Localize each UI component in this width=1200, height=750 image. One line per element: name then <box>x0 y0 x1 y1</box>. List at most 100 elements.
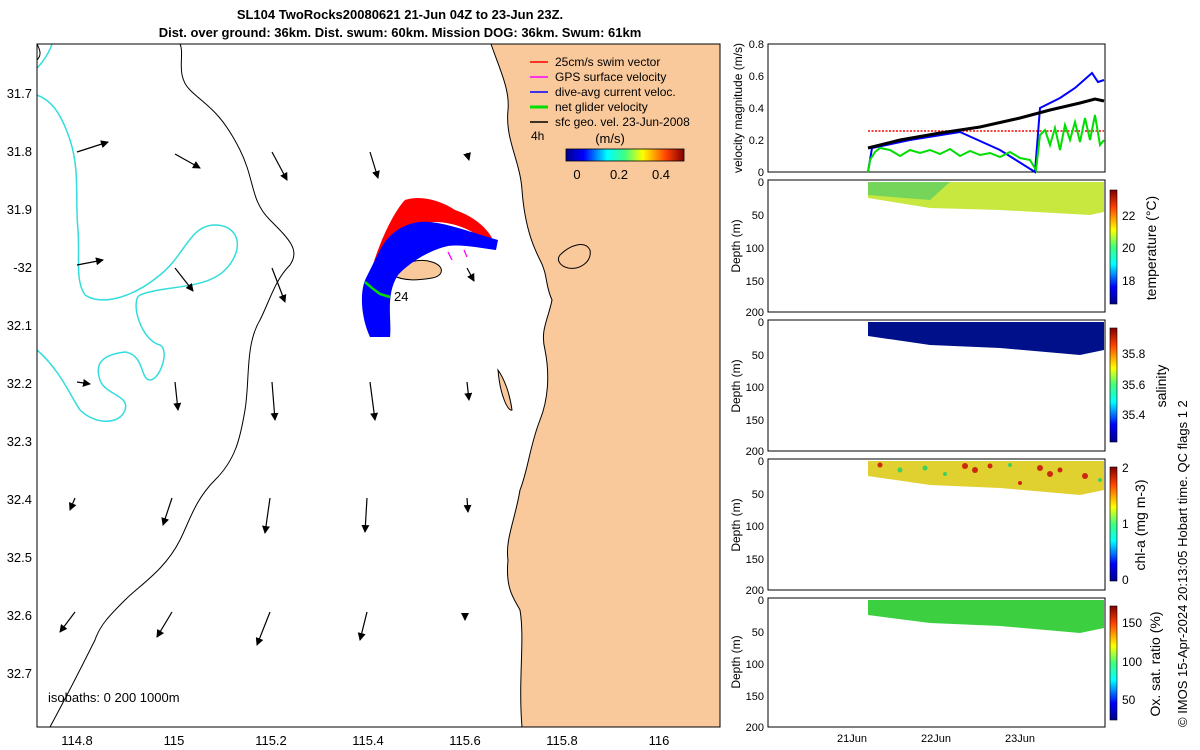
svg-text:20: 20 <box>1122 241 1136 255</box>
plot-title: SL104 TwoRocks20080621 21-Jun 04Z to 23-… <box>236 7 564 22</box>
lat-tick: 31.9 <box>7 202 32 217</box>
svg-text:100: 100 <box>746 659 764 671</box>
legend-net-glider: net glider velocity <box>530 100 648 114</box>
svg-text:35.6: 35.6 <box>1122 378 1146 392</box>
net-glider-speed-line <box>867 114 1105 174</box>
lon-tick: 115.2 <box>255 733 287 748</box>
chla-colorbar <box>1109 466 1118 582</box>
colorbar-tick-2: 0.4 <box>652 167 670 182</box>
legend-swim-vector: 25cm/s swim vector <box>530 55 660 69</box>
salinity-colorbar <box>1109 327 1118 443</box>
track-end-label: 24 <box>394 289 408 304</box>
svg-text:50: 50 <box>752 210 764 222</box>
lat-tick: 31.7 <box>7 86 32 101</box>
lat-tick: 32.7 <box>7 666 32 681</box>
svg-text:0: 0 <box>1122 573 1129 587</box>
depth-label: Depth (m) <box>729 219 743 272</box>
chla-panel[interactable]: 0 50 100 150 200 Depth (m) 0 1 2 chl-a (… <box>729 456 1148 597</box>
svg-text:sfc geo. vel. 23-Jun-2008: sfc geo. vel. 23-Jun-2008 <box>555 115 690 129</box>
svg-text:0: 0 <box>758 456 764 468</box>
net-glider-track <box>364 281 391 299</box>
svg-text:150: 150 <box>1122 616 1142 630</box>
lat-tick: 32.1 <box>7 318 32 333</box>
oxygen-colorbar <box>1109 605 1118 721</box>
lat-axis: 31.7 31.8 31.9 -32 32.1 32.2 32.3 32.4 3… <box>7 86 32 681</box>
map-legend: 25cm/s swim vector GPS surface velocity … <box>530 55 690 182</box>
gps-velocity-ticks <box>447 249 468 261</box>
svg-text:50: 50 <box>752 350 764 362</box>
velocity-panel[interactable]: 0 0.2 0.4 0.6 0.8 velocity magnitude (m/… <box>731 39 1106 179</box>
salinity-section <box>868 322 1104 355</box>
coast-inner <box>36 43 41 61</box>
legend-current-velocity: dive-avg current veloc. <box>530 85 676 99</box>
lon-tick: 115.6 <box>449 733 481 748</box>
oxygen-panel[interactable]: 0 50 100 150 200 Depth (m) 50 100 150 Ox… <box>729 595 1163 734</box>
legend-gps-velocity: GPS surface velocity <box>530 70 666 84</box>
isobath-1000m <box>49 43 295 728</box>
svg-text:50: 50 <box>1122 693 1136 707</box>
velocity-y-label: velocity magnitude (m/s) <box>731 43 745 173</box>
isobath-200m <box>36 43 239 422</box>
sfc-geo-speed-line <box>867 97 1105 150</box>
oxygen-label: Ox. sat. ratio (%) <box>1147 611 1163 716</box>
lat-tick: 32.3 <box>7 434 32 449</box>
lon-tick: 115 <box>164 733 185 748</box>
svg-text:50: 50 <box>752 627 764 639</box>
svg-text:GPS surface velocity: GPS surface velocity <box>555 70 666 84</box>
current-vector-track <box>361 221 498 337</box>
svg-text:23Jun: 23Jun <box>1005 733 1035 745</box>
svg-text:50: 50 <box>752 489 764 501</box>
colorbar-label: (m/s) <box>595 131 625 146</box>
lon-tick: 114.8 <box>61 733 93 748</box>
svg-text:0.6: 0.6 <box>749 71 764 83</box>
svg-text:dive-avg current veloc.: dive-avg current veloc. <box>555 85 676 99</box>
chla-label: chl-a (mg m-3) <box>1132 479 1148 570</box>
lat-tick: 31.8 <box>7 144 32 159</box>
speed-colorbar <box>565 148 685 162</box>
temperature-panel[interactable]: 0 50 100 150 200 Depth (m) 18 20 22 temp… <box>729 177 1159 319</box>
oxygen-section <box>868 600 1104 633</box>
colorbar-tick-0: 0 <box>573 167 580 182</box>
svg-text:0: 0 <box>758 167 764 179</box>
depth-label: Depth (m) <box>729 635 743 688</box>
svg-text:150: 150 <box>746 554 764 566</box>
svg-text:0.8: 0.8 <box>749 39 764 51</box>
svg-text:0: 0 <box>758 317 764 329</box>
svg-text:200: 200 <box>746 722 764 734</box>
lon-axis: 114.8 115 115.2 115.4 115.6 115.8 116 <box>61 733 669 748</box>
svg-text:100: 100 <box>746 521 764 533</box>
depth-label: Depth (m) <box>729 359 743 412</box>
svg-text:100: 100 <box>746 382 764 394</box>
lat-tick: 32.2 <box>7 376 32 391</box>
svg-text:100: 100 <box>746 243 764 255</box>
isobath-note: isobaths: 0 200 1000m <box>48 690 180 705</box>
temperature-colorbar <box>1109 189 1118 305</box>
lat-tick: 32.4 <box>7 492 32 507</box>
svg-text:150: 150 <box>746 415 764 427</box>
salinity-panel[interactable]: 0 50 100 150 200 Depth (m) 35.4 35.6 35.… <box>729 317 1169 458</box>
surface-velocity-arrows <box>59 140 475 646</box>
svg-text:18: 18 <box>1122 274 1136 288</box>
time-axis: 21Jun 22Jun 23Jun <box>837 733 1035 745</box>
svg-text:100: 100 <box>1122 655 1142 669</box>
lat-tick: 32.5 <box>7 550 32 565</box>
island-2 <box>557 244 591 269</box>
current-speed-line <box>867 71 1105 174</box>
lon-tick: 116 <box>649 733 670 748</box>
lat-tick: 32.6 <box>7 608 32 623</box>
lon-tick: 115.8 <box>546 733 578 748</box>
svg-text:21Jun: 21Jun <box>837 733 867 745</box>
depth-label: Depth (m) <box>729 498 743 551</box>
map-panel[interactable]: 24 25cm/s swim vector GPS surface veloci… <box>7 43 721 748</box>
lon-tick: 115.4 <box>352 733 384 748</box>
svg-text:150: 150 <box>746 276 764 288</box>
svg-text:22Jun: 22Jun <box>921 733 951 745</box>
colorbar-tick-1: 0.2 <box>610 167 628 182</box>
svg-text:net glider velocity: net glider velocity <box>555 100 648 114</box>
island-3 <box>497 368 513 411</box>
svg-text:0.2: 0.2 <box>749 135 764 147</box>
svg-text:0.4: 0.4 <box>749 103 764 115</box>
salinity-label: salinity <box>1153 365 1169 408</box>
velocity-y-ticks: 0 0.2 0.4 0.6 0.8 <box>749 39 764 179</box>
